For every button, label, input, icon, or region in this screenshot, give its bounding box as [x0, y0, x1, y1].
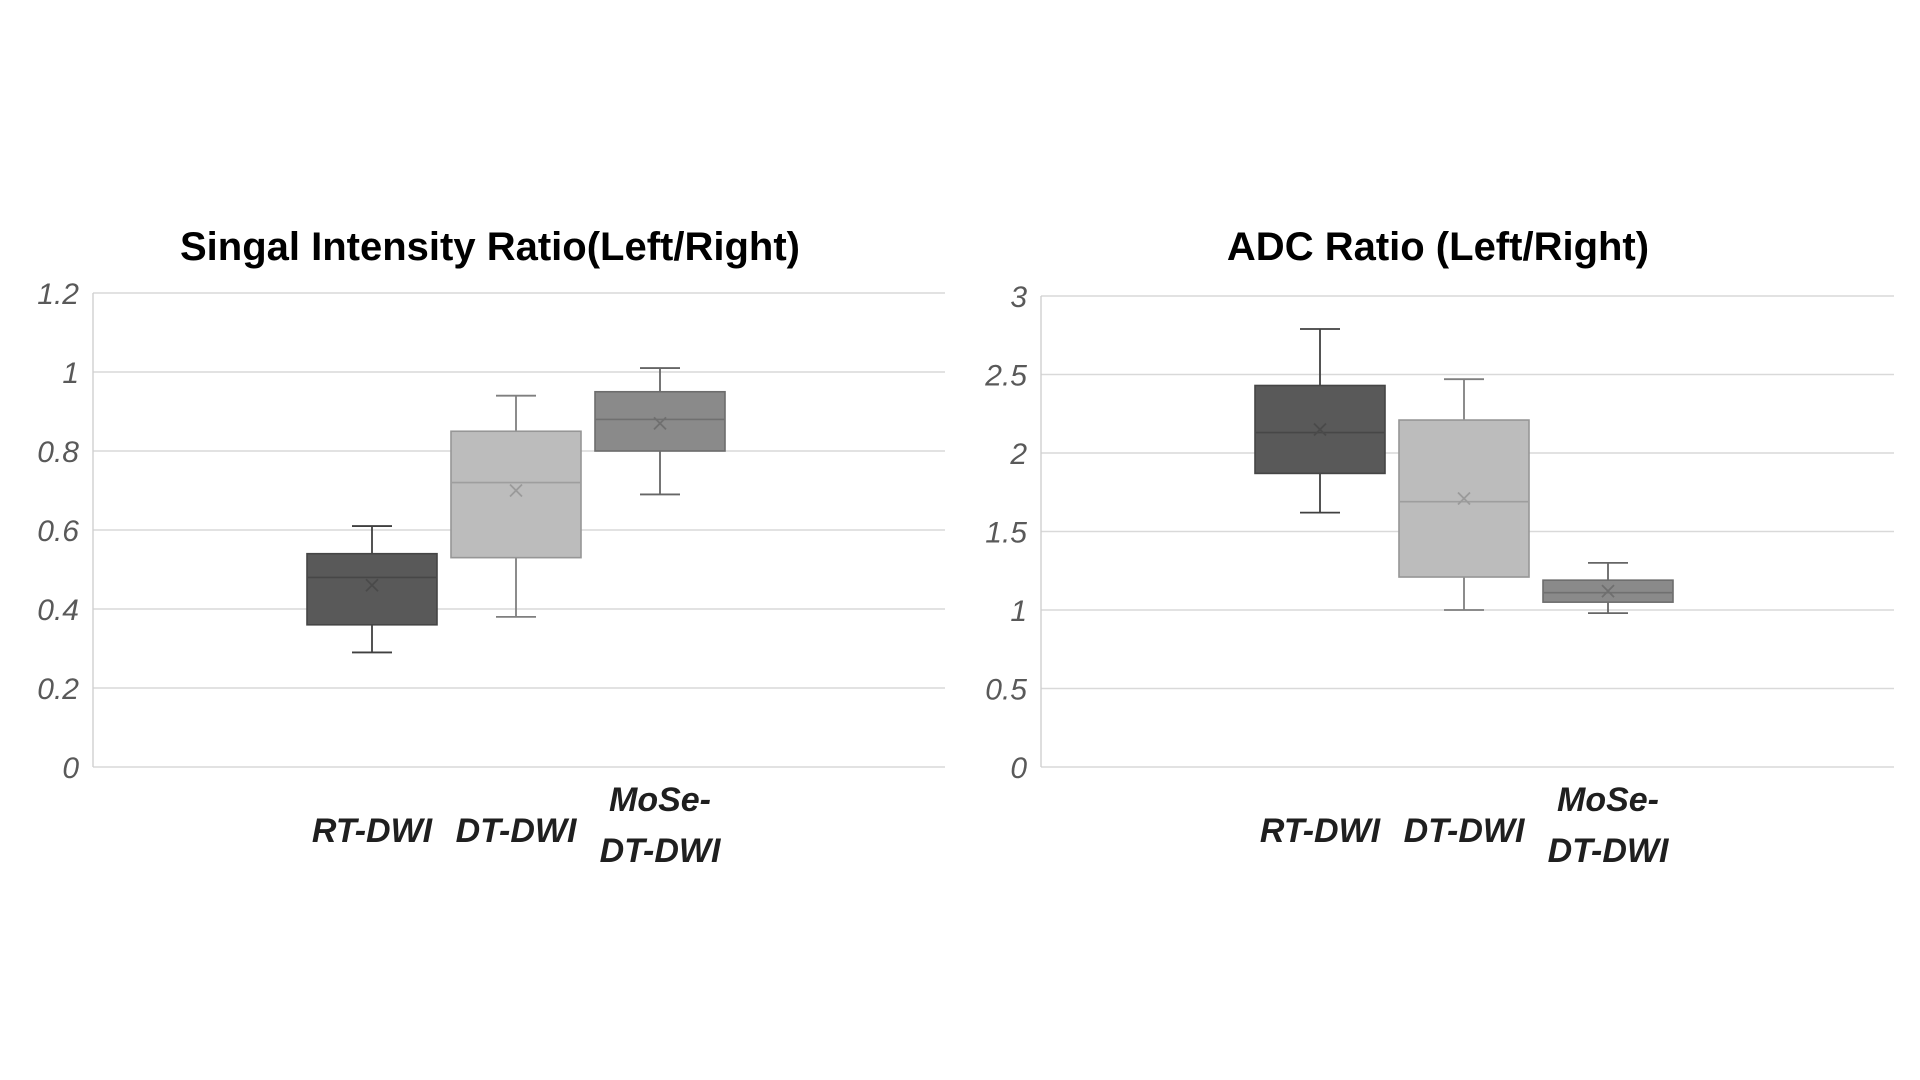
chart-title-adc-ratio: ADC Ratio (Left/Right) [1226, 225, 1650, 269]
y-tick-label: 1.5 [985, 517, 1027, 550]
x-label-MoSe-DT-DWI: MoSe- [609, 781, 711, 819]
x-label-MoSe-DT-DWI: DT-DWI [1548, 832, 1670, 870]
y-tick-label: 0.2 [37, 673, 79, 706]
y-tick-label: 1 [62, 357, 79, 390]
y-tick-label: 0.4 [37, 594, 79, 627]
x-label-DT-DWI: DT-DWI [456, 812, 578, 850]
box-RT-DWI [306, 552, 438, 626]
y-tick-label: 2.5 [984, 360, 1027, 393]
y-tick-label: 2 [1009, 438, 1027, 471]
mean-marker [509, 483, 523, 498]
mean-marker [1313, 422, 1327, 437]
box-DT-DWI [450, 430, 582, 559]
y-tick-label: 0.6 [37, 515, 79, 548]
mean-marker [653, 416, 667, 430]
y-tick-label: 0 [62, 752, 79, 785]
box-MoSe-DT-DWI [594, 390, 726, 452]
y-tick-label: 1.2 [37, 278, 79, 311]
mean-marker [1457, 491, 1471, 506]
y-tick-label: 0 [1010, 752, 1027, 785]
x-label-MoSe-DT-DWI: MoSe- [1557, 781, 1659, 819]
y-tick-label: 0.8 [37, 436, 79, 469]
y-tick-label: 0.5 [985, 674, 1027, 707]
mean-marker [1601, 584, 1615, 598]
x-label-DT-DWI: DT-DWI [1404, 812, 1526, 850]
x-label-RT-DWI: RT-DWI [1260, 812, 1382, 850]
y-tick-label: 1 [1010, 595, 1027, 628]
mean-marker [365, 578, 379, 592]
y-tick-label: 3 [1010, 281, 1027, 314]
x-label-RT-DWI: RT-DWI [312, 812, 434, 850]
x-label-MoSe-DT-DWI: DT-DWI [600, 832, 722, 870]
chart-title-signal-intensity-ratio: Singal Intensity Ratio(Left/Right) [180, 225, 800, 269]
